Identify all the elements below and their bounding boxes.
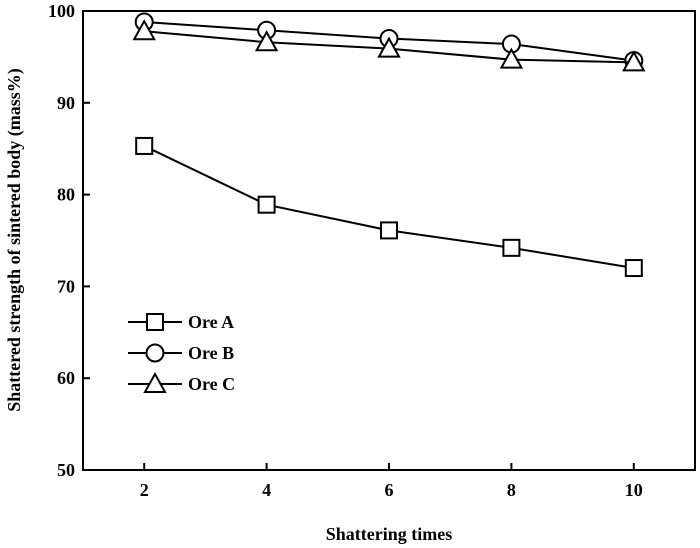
square-marker <box>502 238 521 257</box>
x-axis-label: Shattering times <box>326 524 452 544</box>
legend-label: Ore A <box>188 312 234 332</box>
series-ore-b <box>134 12 644 71</box>
x-tick-label: 8 <box>507 480 516 500</box>
series-line <box>143 145 634 270</box>
series-ore-c <box>132 19 646 72</box>
x-tick-label: 6 <box>385 480 394 500</box>
triangle-marker <box>499 47 524 69</box>
legend-triangle-icon <box>143 371 167 393</box>
legend-label: Ore B <box>188 343 234 363</box>
legend-item: Ore A <box>128 312 234 332</box>
triangle-marker <box>254 30 279 52</box>
legend-item: Ore C <box>128 371 235 394</box>
y-tick-label: 100 <box>48 1 75 21</box>
legend-label: Ore C <box>188 374 235 394</box>
x-tick-label: 2 <box>140 480 149 500</box>
series-ore-a <box>135 136 643 278</box>
y-axis-label: Shattered strength of sintered body (mas… <box>4 68 25 412</box>
y-tick-label: 60 <box>57 368 75 388</box>
y-tick-label: 50 <box>57 460 75 480</box>
x-tick-label: 10 <box>625 480 643 500</box>
square-marker <box>380 221 398 240</box>
y-tick-label: 80 <box>57 185 75 205</box>
y-tick-label: 70 <box>57 276 75 296</box>
plot-frame <box>82 10 696 471</box>
square-marker <box>624 259 643 278</box>
legend-circle-icon <box>145 343 165 363</box>
triangle-marker <box>377 36 401 58</box>
square-marker <box>135 136 154 155</box>
legend-square-icon <box>146 313 164 331</box>
legend-item: Ore B <box>128 343 234 363</box>
triangle-marker <box>132 19 156 41</box>
y-tick-label: 90 <box>57 93 75 113</box>
triangle-marker <box>622 50 646 72</box>
x-tick-label: 4 <box>262 480 271 500</box>
square-marker <box>257 195 276 214</box>
